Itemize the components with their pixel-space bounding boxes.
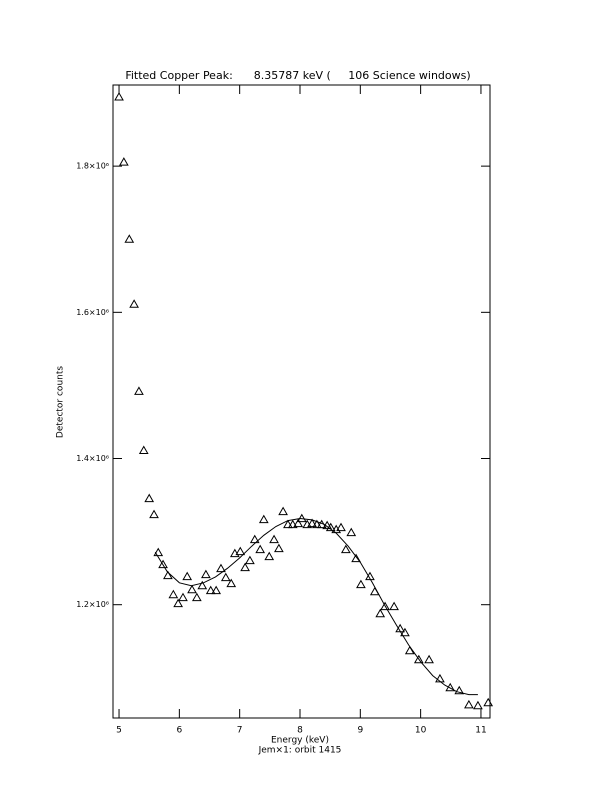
data-point [134,386,144,395]
fit-curve [154,517,478,696]
chart-title: Fitted Copper Peak: 8.35787 keV ( 106 Sc… [125,69,470,82]
data-point [149,509,159,519]
data-point [211,585,222,595]
data-point [375,608,386,618]
data-point [473,700,483,710]
data-point [454,685,465,695]
data-point [264,551,275,561]
x-tick-label: 9 [357,726,363,736]
data-point [255,544,266,554]
data-point [351,553,361,563]
data-point [278,506,288,516]
x-tick-label: 11 [475,726,486,736]
data-point [356,579,366,589]
y-tick-label: 1.6×10⁶ [76,308,109,317]
data-point [336,522,346,532]
data-point [404,645,415,655]
data-point [307,518,317,528]
data-point [144,493,155,503]
data-point [163,570,173,580]
data-point [274,543,284,553]
data-point [249,534,260,544]
data-point [413,654,424,664]
data-point [287,519,298,529]
footer: Jem×1: orbit 1415 [258,746,342,756]
data-point [380,601,390,611]
data-point [226,578,237,588]
data-point [240,562,250,572]
data-point [138,445,149,454]
data-point [173,598,184,608]
data-point [118,157,129,166]
data-point [245,555,255,565]
x-tick-label: 8 [297,726,303,736]
data-point [269,534,279,544]
data-point [168,589,179,599]
data-point [464,699,474,709]
data-point [129,299,139,308]
data-point [114,91,124,101]
data-point [283,519,293,529]
data-point [340,544,351,554]
data-point [424,654,434,664]
data-point [182,571,193,581]
data-point [201,569,211,579]
data-point [158,559,168,569]
y-tick-label: 1.8×10⁶ [76,162,109,171]
data-point [187,584,197,594]
data-point [220,572,231,582]
x-tick-label: 7 [237,726,243,736]
x-axis-label: Energy (keV) [271,736,329,746]
data-point [346,527,357,537]
data-point [216,563,226,573]
x-tick-label: 6 [176,726,182,736]
x-tick-label: 5 [116,726,122,736]
data-point [197,580,208,590]
data-point [124,234,135,243]
data-point [153,547,164,557]
data-point [293,518,304,528]
y-axis-label: Detector counts [56,366,66,438]
data-point [178,592,188,602]
data-point [312,519,322,529]
y-tick-label: 1.2×10⁶ [76,600,109,609]
y-tick-label: 1.4×10⁶ [76,454,109,463]
data-point [235,546,246,556]
plot-frame [112,84,491,719]
data-point [205,585,216,595]
data-point [191,592,202,602]
data-point [389,601,399,611]
x-tick-label: 10 [415,726,427,736]
data-point [483,697,494,707]
data-point [400,627,410,637]
data-point [258,514,269,524]
